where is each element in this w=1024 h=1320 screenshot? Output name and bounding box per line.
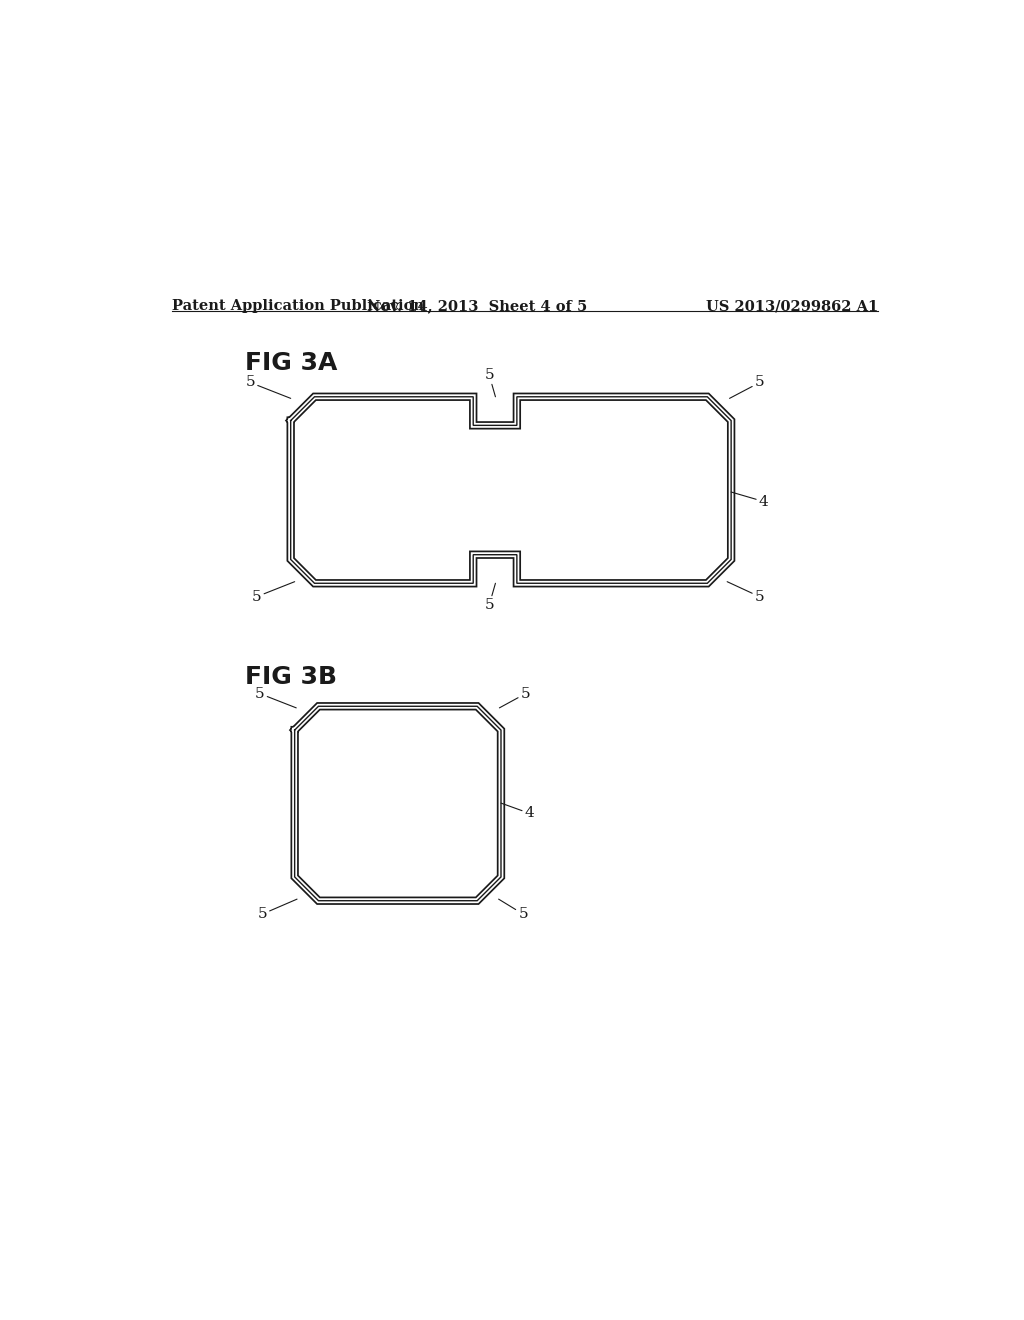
Text: 5: 5 [484, 367, 496, 397]
Text: 5: 5 [500, 686, 530, 708]
Text: 5: 5 [255, 686, 296, 708]
Text: 4: 4 [731, 492, 769, 508]
Text: 5: 5 [499, 899, 528, 921]
Text: 5: 5 [252, 582, 295, 603]
Text: Nov. 14, 2013  Sheet 4 of 5: Nov. 14, 2013 Sheet 4 of 5 [367, 300, 588, 313]
Text: Patent Application Publication: Patent Application Publication [172, 300, 424, 313]
Text: 5: 5 [246, 375, 291, 399]
Text: US 2013/0299862 A1: US 2013/0299862 A1 [706, 300, 878, 313]
Text: 5: 5 [257, 899, 297, 921]
Text: 5: 5 [484, 583, 496, 612]
Text: 5: 5 [729, 375, 765, 399]
Text: 5: 5 [727, 582, 765, 603]
Text: FIG 3B: FIG 3B [246, 665, 338, 689]
Text: 4: 4 [501, 803, 535, 821]
Text: FIG 3A: FIG 3A [246, 351, 338, 375]
